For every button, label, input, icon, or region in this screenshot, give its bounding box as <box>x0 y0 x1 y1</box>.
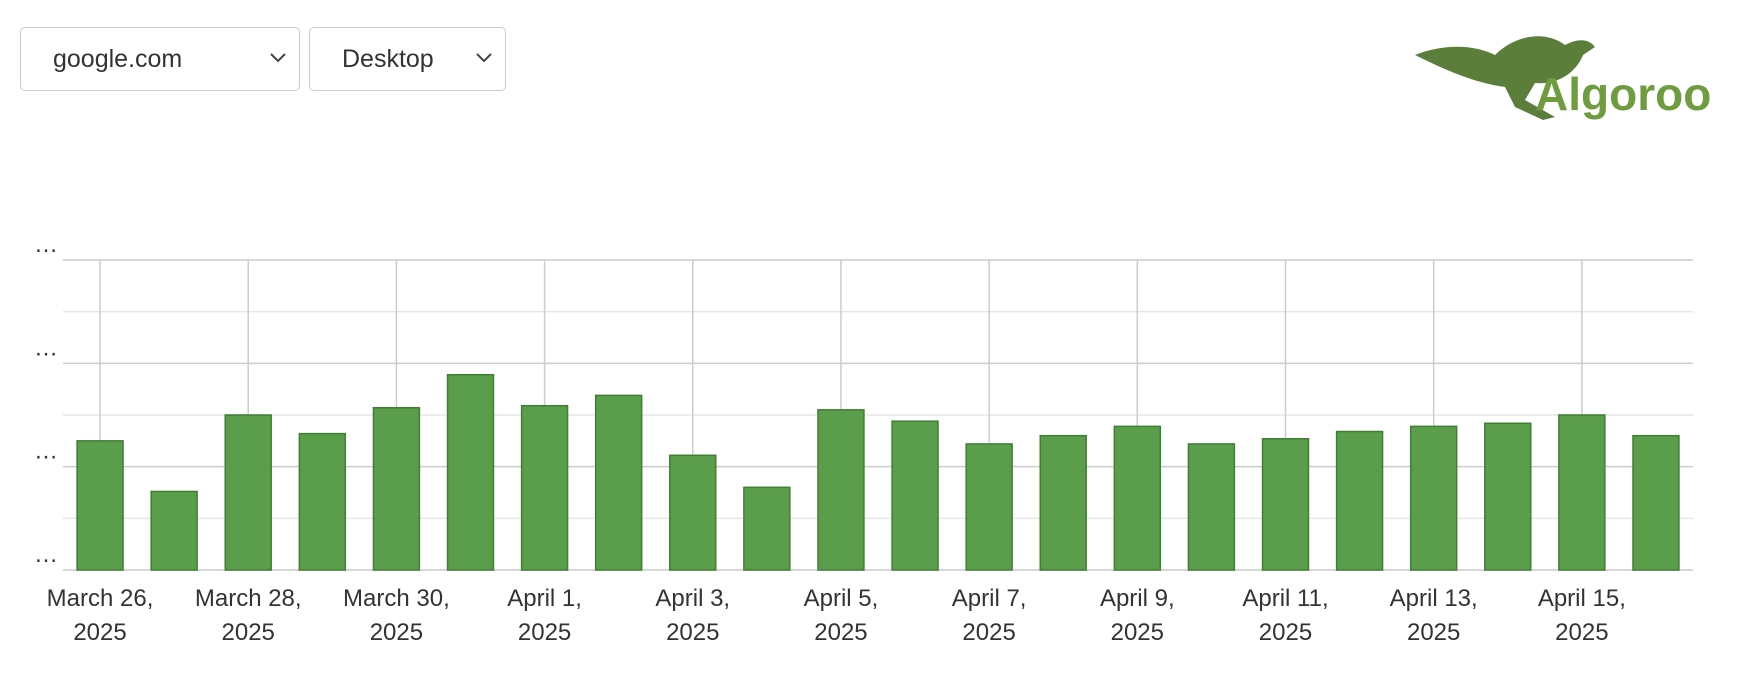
x-tick-label: April 13, 2025 <box>1389 585 1478 646</box>
y-tick-label: … <box>34 334 58 361</box>
x-tick-label: April 15, 2025 <box>1537 585 1626 646</box>
bar <box>594 394 643 571</box>
bar <box>669 454 717 571</box>
site-value: google.com <box>53 45 183 73</box>
bar <box>76 440 124 571</box>
x-tick-label: March 26, 2025 <box>46 585 154 646</box>
device-value: Desktop <box>342 45 434 73</box>
bar <box>965 443 1013 571</box>
x-tick-label: March 28, 2025 <box>194 585 302 646</box>
y-tick-label: … <box>34 438 58 465</box>
logo: Algoroo <box>1415 36 1711 120</box>
bar <box>817 409 865 571</box>
chevron <box>270 53 286 63</box>
bar <box>224 414 272 571</box>
bar <box>1039 434 1087 571</box>
x-tick-label: March 30, 2025 <box>343 585 450 646</box>
bar <box>446 373 495 571</box>
x-tick-label: April 9, 2025 <box>1099 585 1175 646</box>
kangaroo <box>1415 36 1595 120</box>
bar <box>743 486 791 571</box>
bar <box>520 404 569 571</box>
bar <box>1558 414 1606 571</box>
bar <box>891 420 939 571</box>
x-tick-label: April 7, 2025 <box>951 585 1027 646</box>
y-tick-label: … <box>34 231 58 258</box>
bar <box>1409 425 1458 571</box>
bar <box>150 490 198 571</box>
bar <box>1484 422 1532 571</box>
x-tick-label: April 1, 2025 <box>507 585 582 646</box>
x-tick-label: April 3, 2025 <box>655 585 731 646</box>
logo-text: Algoroo <box>1535 68 1711 120</box>
bar <box>1187 443 1236 571</box>
x-tick-label: April 5, 2025 <box>803 585 879 646</box>
bar <box>1261 438 1310 571</box>
bar <box>298 432 347 571</box>
bar <box>1113 425 1162 571</box>
site-select[interactable]: google.com <box>20 27 300 91</box>
chevron <box>476 53 492 63</box>
device-select[interactable]: Desktop <box>309 27 506 91</box>
bar <box>1335 430 1384 571</box>
x-tick-label: April 11, 2025 <box>1242 585 1329 646</box>
bar <box>1632 434 1680 571</box>
y-tick-label: … <box>34 541 58 568</box>
bar <box>372 407 421 571</box>
